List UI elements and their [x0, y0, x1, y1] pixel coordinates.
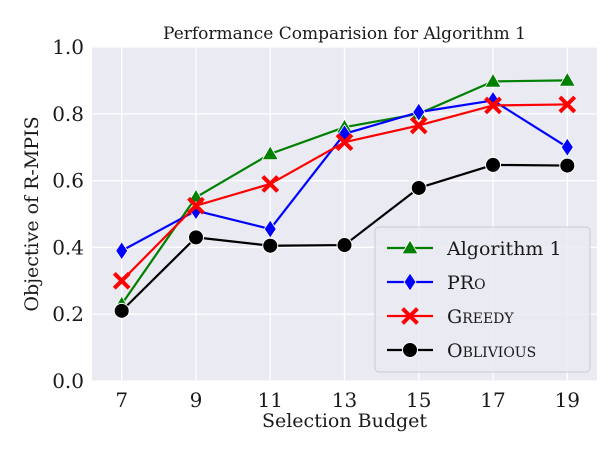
chart-title: Performance Comparision for Algorithm 1: [163, 24, 526, 44]
point-oblivious-13: [336, 237, 353, 254]
y-axis-label: Objective of R-MPIS: [21, 116, 43, 311]
point-greedy-13: [335, 133, 354, 152]
point-oblivious-17: [485, 156, 502, 173]
legend-item-pro: PRO: [387, 272, 486, 294]
legend: Algorithm 1 PRO GREEDY OBLIVIOUS: [374, 226, 591, 373]
legend-item-algorithm-1: Algorithm 1: [387, 238, 562, 260]
series-oblivious: [113, 156, 576, 319]
point-pro-7: [115, 241, 129, 261]
legend-label-pro: PRO: [447, 272, 486, 294]
point-greedy-15: [409, 116, 428, 135]
legend-label-oblivious: OBLIVIOUS: [447, 340, 536, 362]
legend-marker-greedy: [401, 307, 419, 325]
point-oblivious-9: [187, 229, 204, 246]
x-axis-label: Selection Budget: [262, 410, 427, 432]
point-oblivious-7: [113, 302, 130, 319]
point-pro-19: [560, 137, 574, 157]
y-tick-label-1: 0.2: [52, 302, 84, 326]
x-tick-label-2: 11: [258, 388, 283, 412]
x-tick-label-4: 15: [406, 388, 431, 412]
series-layer: [112, 71, 577, 319]
point-algorithm-1-17: [484, 72, 502, 88]
legend-item-greedy: GREEDY: [387, 306, 514, 328]
point-greedy-11: [261, 175, 280, 193]
x-tick-label-3: 13: [332, 388, 357, 412]
series-greedy: [112, 95, 577, 290]
y-tick-label-4: 0.8: [52, 102, 84, 126]
x-tick-label-6: 19: [555, 388, 580, 412]
point-algorithm-1-19: [558, 71, 576, 87]
legend-marker-pro: [403, 272, 417, 292]
x-tick-label-5: 17: [480, 388, 505, 412]
point-algorithm-1-11: [261, 145, 279, 161]
legend-label-algorithm-1: Algorithm 1: [446, 238, 562, 260]
y-tick-label-2: 0.4: [52, 235, 84, 259]
legend-box: [374, 226, 591, 373]
point-greedy-9: [187, 196, 205, 215]
y-tick-labels: 0.0 0.2 0.4 0.6 0.8 1.0: [52, 35, 84, 393]
y-tick-label-0: 0.0: [52, 369, 84, 393]
point-greedy-19: [558, 95, 577, 114]
y-tick-label-3: 0.6: [52, 169, 84, 193]
x-tick-labels: 7 9 11 13 15 17 19: [115, 388, 580, 412]
point-pro-15: [412, 102, 426, 122]
legend-label-greedy: GREEDY: [447, 306, 514, 328]
y-tick-label-5: 1.0: [52, 35, 84, 59]
legend-marker-algorithm-1: [401, 239, 419, 255]
point-greedy-17: [484, 96, 502, 115]
point-oblivious-19: [559, 157, 576, 174]
x-tick-label-1: 9: [190, 388, 203, 412]
legend-item-oblivious: OBLIVIOUS: [387, 340, 536, 362]
x-tick-label-0: 7: [115, 388, 128, 412]
point-greedy-7: [112, 271, 131, 290]
point-oblivious-15: [410, 179, 427, 196]
point-oblivious-11: [262, 237, 279, 254]
legend-marker-oblivious: [402, 342, 418, 358]
